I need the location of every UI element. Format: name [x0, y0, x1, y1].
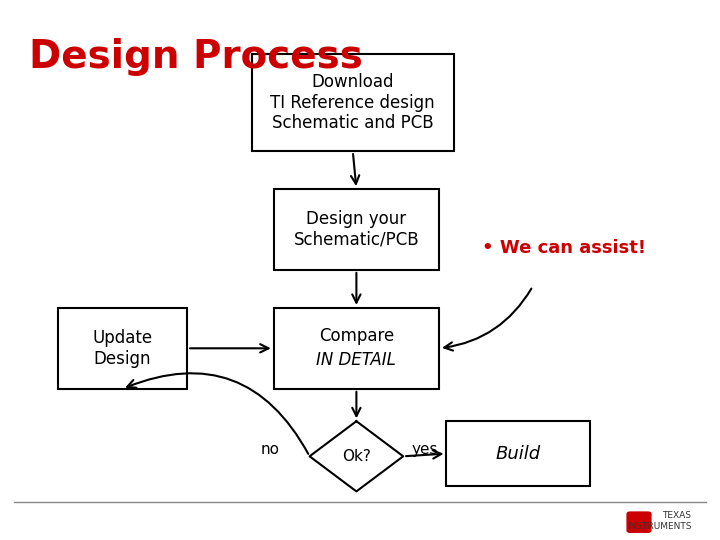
Text: Update
Design: Update Design: [92, 329, 153, 368]
Text: Design Process: Design Process: [29, 38, 363, 76]
Text: IN DETAIL: IN DETAIL: [317, 351, 396, 369]
FancyBboxPatch shape: [446, 421, 590, 486]
Text: • We can assist!: • We can assist!: [482, 239, 647, 258]
Text: TEXAS
INSTRUMENTS: TEXAS INSTRUMENTS: [626, 511, 691, 531]
FancyBboxPatch shape: [626, 511, 652, 533]
FancyBboxPatch shape: [274, 308, 439, 389]
FancyBboxPatch shape: [252, 54, 454, 151]
Text: no: no: [261, 442, 279, 457]
Text: yes: yes: [412, 442, 438, 457]
Text: Ok?: Ok?: [342, 449, 371, 464]
FancyBboxPatch shape: [274, 189, 439, 270]
Text: Download
TI Reference design
Schematic and PCB: Download TI Reference design Schematic a…: [271, 73, 435, 132]
Text: Build: Build: [496, 444, 541, 463]
Text: Compare: Compare: [319, 327, 394, 346]
Text: Design your
Schematic/PCB: Design your Schematic/PCB: [294, 210, 419, 249]
FancyBboxPatch shape: [58, 308, 187, 389]
